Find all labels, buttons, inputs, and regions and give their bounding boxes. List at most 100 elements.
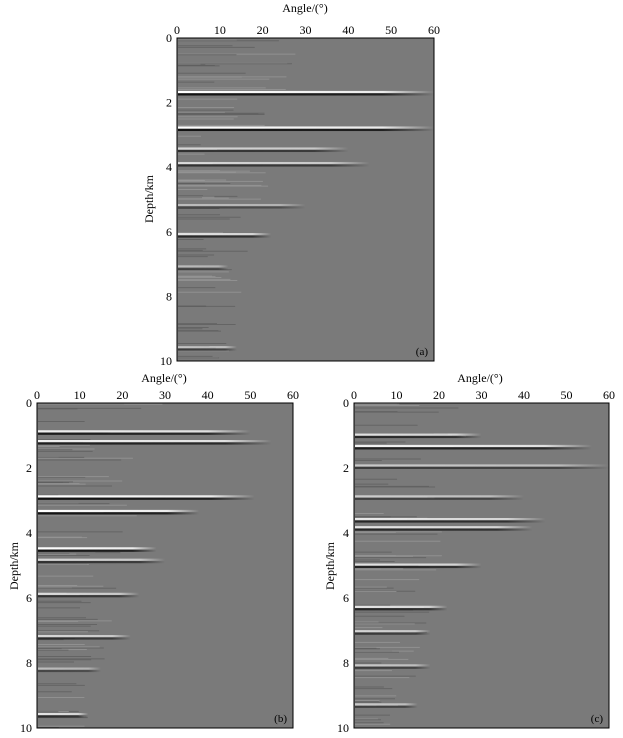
reflection-event-dark — [178, 93, 434, 96]
x-ticks: 0 10 20 30 40 50 60 — [351, 388, 615, 407]
reflection-event-dark — [178, 164, 370, 167]
reflection-event-bright — [355, 664, 431, 667]
plot-frame — [353, 402, 610, 729]
x-tick-label: 40 — [202, 388, 214, 402]
reflection-event-dark — [178, 267, 229, 270]
reflection-event-bright — [355, 703, 418, 706]
x-ticks: 0 10 20 30 40 50 60 — [34, 388, 299, 407]
x-tick-label: 50 — [244, 388, 256, 402]
reflection-event-bright — [178, 147, 349, 150]
y-axis-title: Depth/km — [323, 541, 337, 590]
y-tick-label: 10 — [337, 721, 349, 735]
x-tick-label: 60 — [287, 388, 299, 402]
y-axis-title: Depth/km — [7, 541, 21, 590]
x-tick-label: 50 — [385, 23, 397, 37]
y-tick-label: 4 — [166, 160, 172, 174]
reflection-event-dark — [38, 715, 89, 718]
reflection-event-bright — [355, 464, 609, 467]
reflection-event-bright — [355, 563, 482, 566]
reflection-event-dark — [38, 637, 131, 640]
reflection-event-bright — [178, 346, 237, 349]
x-tick-label: 50 — [561, 388, 573, 402]
x-axis-title: Angle/(°) — [457, 371, 502, 385]
reflection-event-bright — [38, 713, 89, 716]
reflection-event-bright — [38, 592, 140, 595]
y-tick-label: 6 — [166, 225, 172, 239]
reflection-events — [355, 403, 609, 725]
reflection-event-dark — [355, 447, 592, 450]
reflection-event-bright — [355, 518, 546, 521]
reflection-event-bright — [178, 90, 434, 94]
x-tick-label: 30 — [476, 388, 488, 402]
y-tick-label: 10 — [160, 354, 172, 368]
y-tick-label: 2 — [26, 461, 32, 475]
y-tick-label: 2 — [166, 96, 172, 110]
reflection-event-bright — [355, 495, 524, 498]
x-tick-label: 0 — [34, 388, 40, 402]
reflection-event-dark — [38, 669, 101, 673]
reflection-event-bright — [38, 495, 255, 498]
plot-frame — [36, 402, 294, 729]
reflection-event-dark — [38, 442, 272, 445]
reflection-event-dark — [355, 528, 533, 531]
reflection-event-dark — [38, 595, 140, 598]
y-tick-label: 4 — [26, 526, 32, 540]
x-tick-label: 30 — [159, 388, 171, 402]
y-tick-label: 6 — [26, 591, 32, 605]
reflection-event-bright — [38, 667, 101, 670]
reflection-event-bright — [38, 440, 272, 443]
plot-frame — [176, 37, 435, 362]
x-tick-label: 10 — [214, 23, 226, 37]
reflection-event-dark — [178, 348, 237, 351]
x-axis-title: Angle/(°) — [141, 371, 186, 385]
y-tick-label: 0 — [26, 396, 32, 410]
reflection-event-bright — [178, 233, 272, 236]
reflection-event-dark — [355, 608, 448, 611]
x-tick-label: 10 — [74, 388, 86, 402]
reflection-event-bright — [355, 605, 448, 608]
reflection-event-bright — [38, 509, 200, 513]
y-tick-label: 2 — [343, 461, 349, 475]
reflection-event-bright — [38, 635, 131, 638]
panel-a-svg: Angle/(°) Depth/km 0 10 20 30 40 50 60 0 2 4 6 8 10… — [142, 1, 440, 368]
reflection-event-bright — [178, 126, 434, 129]
reflection-event-dark — [178, 149, 349, 153]
x-tick-label: 30 — [300, 23, 312, 37]
reflection-event-bright — [178, 203, 306, 207]
panel-label: (a) — [416, 346, 429, 358]
panel-b-svg: Angle/(°) Depth/km 0 10 20 30 40 50 60 0 2 4 6 8 10… — [7, 371, 299, 735]
reflection-event-bright — [38, 558, 165, 561]
reflection-event-dark — [38, 512, 200, 515]
seismic-panel-b: Angle/(°) Depth/km 0 10 20 30 40 50 60 0 2 4 6 8 10… — [0, 364, 310, 738]
reflection-event-bright — [355, 444, 592, 448]
x-tick-label: 20 — [116, 388, 128, 402]
reflection-event-dark — [178, 206, 306, 209]
reflection-event-dark — [38, 432, 251, 435]
seismic-panel-c: Angle/(°) Depth/km 0 10 20 30 40 50 60 0 2 4 6 8 10… — [316, 364, 623, 738]
panel-label: (b) — [274, 713, 287, 725]
x-tick-label: 20 — [433, 388, 445, 402]
y-tick-label: 8 — [166, 289, 172, 303]
reflection-event-dark — [38, 561, 165, 564]
x-axis-title: Angle/(°) — [282, 1, 327, 15]
reflection-event-dark — [355, 705, 418, 708]
seismic-panel-a: Angle/(°) Depth/km 0 10 20 30 40 50 60 0 2 4 6 8 10… — [130, 0, 450, 370]
reflection-events — [178, 39, 434, 359]
reflection-event-bright — [355, 433, 482, 436]
y-axis-title: Depth/km — [142, 174, 156, 223]
reflection-event-dark — [355, 632, 431, 635]
x-tick-label: 20 — [257, 23, 269, 37]
reflection-event-bright — [38, 430, 251, 433]
y-tick-label: 6 — [343, 591, 349, 605]
reflection-event-dark — [355, 565, 482, 569]
reflection-event-dark — [355, 497, 524, 500]
y-tick-label: 0 — [343, 396, 349, 410]
reflection-event-dark — [178, 235, 272, 238]
x-tick-label: 10 — [391, 388, 403, 402]
reflection-event-bright — [355, 630, 431, 633]
reflection-event-dark — [355, 666, 431, 669]
x-tick-label: 60 — [428, 23, 440, 37]
x-tick-label: 40 — [518, 388, 530, 402]
x-tick-label: 60 — [603, 388, 615, 402]
panel-c-svg: Angle/(°) Depth/km 0 10 20 30 40 50 60 0 2 4 6 8 10… — [323, 371, 615, 735]
